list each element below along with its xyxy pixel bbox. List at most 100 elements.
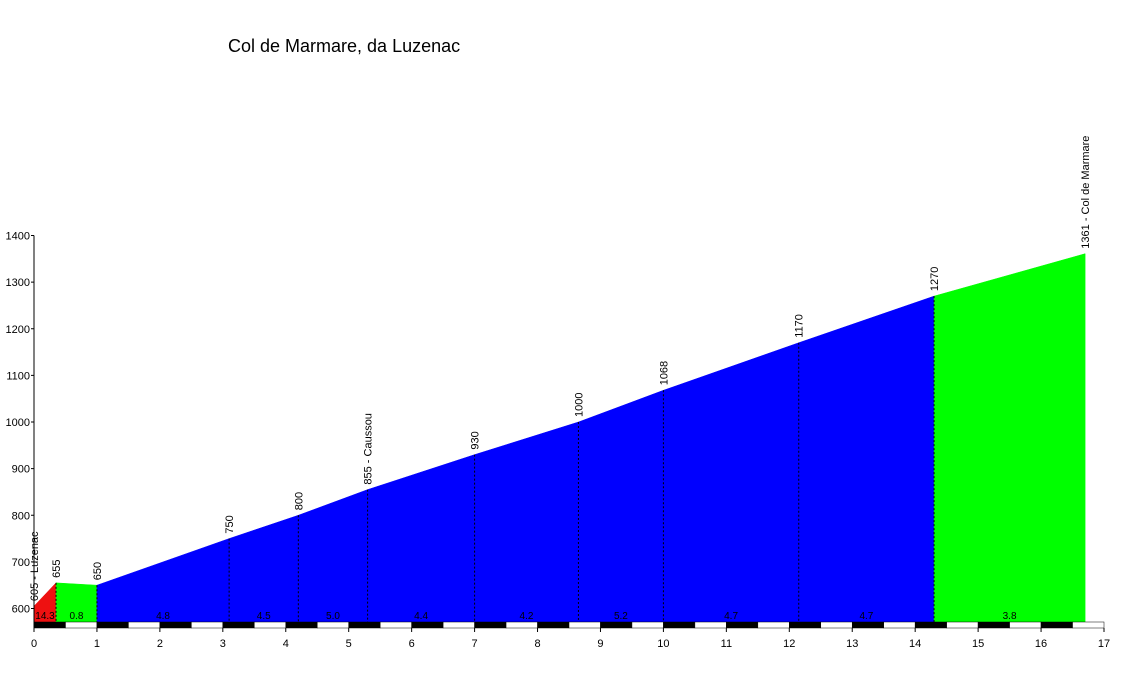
scale-bar-block (820, 621, 853, 629)
x-tick-label: 14 (909, 638, 921, 650)
scale-bar-block (946, 621, 979, 629)
segment-gradient-label: 4.7 (724, 611, 738, 622)
scale-bar-block (411, 621, 444, 629)
profile-segment (367, 454, 475, 623)
x-tick-label: 7 (472, 638, 478, 650)
distance-scale-bar (33, 621, 1105, 629)
segment-gradient-label: 0.8 (70, 611, 84, 622)
elevation-label: 1361 - Col de Marmare (1080, 136, 1092, 249)
segment-gradient-label: 4.2 (520, 611, 534, 622)
x-tick-label: 6 (409, 638, 415, 650)
scale-bar-block (191, 621, 224, 629)
x-tick-label: 15 (972, 638, 984, 650)
elevation-label: 930 (470, 431, 482, 449)
scale-bar-block (537, 621, 570, 629)
elevation-label: 650 (92, 562, 104, 580)
x-tick-label: 13 (846, 638, 858, 650)
x-tick-label: 2 (157, 638, 163, 650)
y-tick-label: 1400 (6, 231, 30, 243)
scale-bar-block (694, 621, 727, 629)
x-tick-label: 11 (721, 638, 732, 650)
scale-bar-block (1040, 621, 1073, 629)
chart-title: Col de Marmare, da Luzenac (228, 36, 460, 56)
y-tick-label: 600 (12, 604, 30, 616)
x-tick-label: 9 (597, 638, 603, 650)
profile-segment (578, 389, 664, 623)
x-tick-label: 17 (1098, 638, 1110, 650)
scale-bar-block (757, 621, 790, 629)
scale-bar-block (285, 621, 318, 629)
segment-gradient-label: 4.4 (414, 611, 428, 622)
segment-gradient-label: 3.8 (1003, 611, 1017, 622)
scale-bar-block (128, 621, 161, 629)
segment-gradient-label: 4.8 (156, 611, 170, 622)
scale-bar-block (851, 621, 884, 629)
segment-gradient-label: 5.0 (326, 611, 340, 622)
scale-bar-block (883, 621, 916, 629)
scale-bar-block (474, 621, 507, 629)
x-tick-label: 0 (31, 638, 37, 650)
elevation-label: 655 (51, 559, 63, 577)
x-tick-label: 4 (283, 638, 289, 650)
elevation-label: 750 (224, 515, 236, 533)
scale-bar-block (568, 621, 601, 629)
y-tick-label: 900 (12, 464, 30, 476)
y-tick-label: 700 (12, 557, 30, 569)
y-tick-label: 1300 (6, 277, 30, 289)
scale-bar-block (977, 621, 1010, 629)
scale-bar-block (726, 621, 759, 629)
scale-bar-block (600, 621, 633, 629)
scale-bar-block (505, 621, 538, 629)
scale-bar-block (348, 621, 381, 629)
x-tick-label: 12 (783, 638, 795, 650)
y-tick-label: 800 (12, 510, 30, 522)
profile-segment (298, 489, 368, 623)
profile-segments: 14.3 0.8 4.8 4.5 5.0 4.4 4.2 5.2 4.7 4.7 3.8 (33, 253, 1086, 623)
x-tick-label: 8 (534, 638, 540, 650)
scale-bar-block (442, 621, 475, 629)
segment-gradient-label: 4.5 (257, 611, 271, 622)
scale-bar-block (316, 621, 349, 629)
x-tick-label: 10 (657, 638, 669, 650)
scale-bar-block (379, 621, 412, 629)
elevation-label: 605 - Luzenac (29, 531, 41, 601)
scale-bar-block (663, 621, 696, 629)
segment-gradient-label: 5.2 (614, 611, 628, 622)
scale-bar-block (65, 621, 98, 629)
scale-bar-block (789, 621, 822, 629)
scale-bar-block (631, 621, 664, 629)
scale-bar-block (96, 621, 129, 629)
segment-gradient-label: 4.7 (859, 611, 873, 622)
segment-dividers (55, 296, 935, 622)
elevation-label: 800 (293, 492, 305, 510)
elevation-label: 1270 (929, 267, 941, 291)
scale-bar-block (914, 621, 947, 629)
y-tick-label: 1000 (6, 417, 30, 429)
profile-segment (228, 514, 299, 623)
scale-bar-block (33, 621, 66, 629)
elevation-label: 1000 (573, 393, 585, 417)
scale-bar-block (159, 621, 192, 629)
x-tick-label: 16 (1035, 638, 1047, 650)
elevation-label: 1068 (658, 361, 670, 385)
scale-bar-block (1072, 621, 1105, 629)
y-tick-label: 1100 (6, 370, 30, 382)
y-tick-label: 1200 (6, 324, 30, 336)
point-labels: 605 - Luzenac 655 650 750 800 855 - Caussou 93… (29, 136, 1092, 602)
x-tick-label: 1 (94, 638, 100, 650)
scale-bar-block (254, 621, 287, 629)
x-tick-label: 3 (220, 638, 226, 650)
profile-segment (933, 253, 1086, 623)
segment-gradient-label: 14.3 (35, 611, 55, 622)
profile-segment (663, 342, 799, 623)
profile-segment (96, 538, 230, 623)
scale-bar-block (222, 621, 255, 629)
profile-segment (798, 295, 935, 623)
scale-bar-block (1009, 621, 1042, 629)
elevation-label: 855 - Caussou (363, 413, 375, 485)
profile-segment (474, 421, 579, 623)
elevation-label: 1170 (794, 314, 806, 338)
x-tick-label: 5 (346, 638, 352, 650)
